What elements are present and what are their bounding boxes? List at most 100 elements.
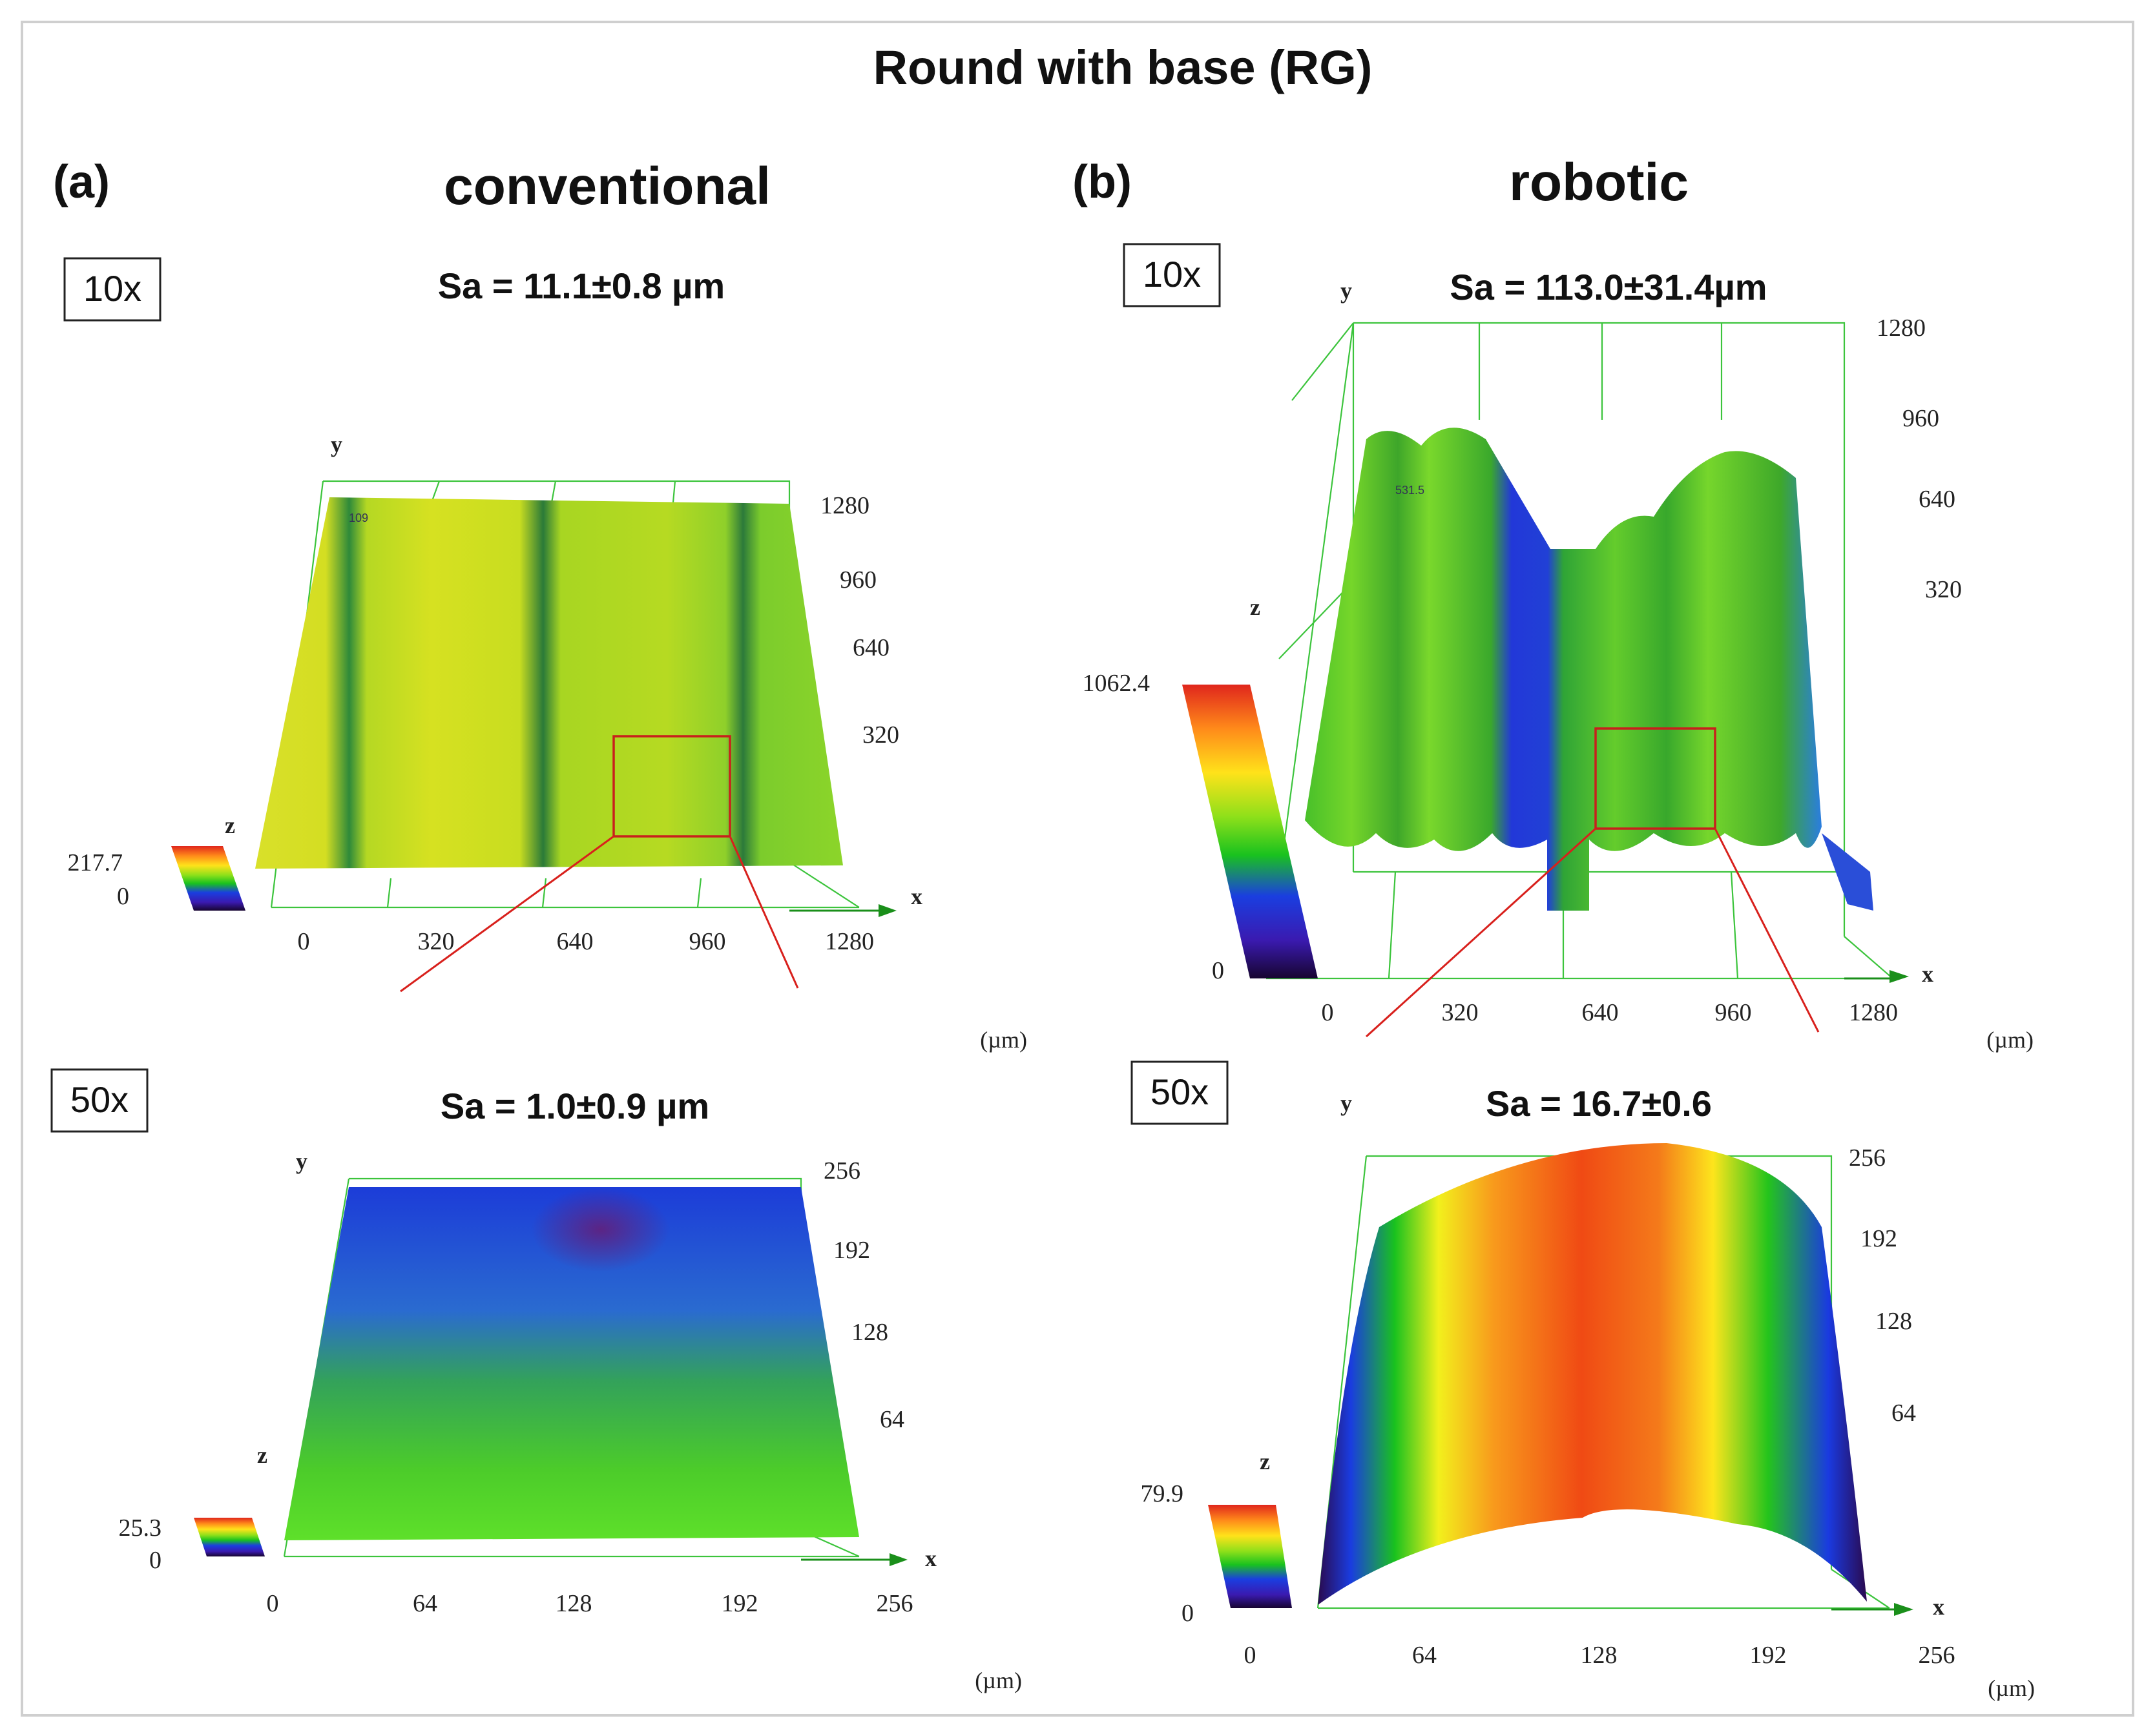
magnification-label: 50x <box>1150 1071 1209 1112</box>
z-min-label: 0 <box>149 1547 161 1574</box>
figure-title: Round with base (RG) <box>873 41 1373 94</box>
x-tick: 256 <box>877 1590 913 1617</box>
y-tick: 640 <box>1919 486 1955 513</box>
magnification-label: 10x <box>83 268 141 309</box>
z-min-label: 0 <box>117 883 129 910</box>
sa-value: Sa = 11.1±0.8 µm <box>438 265 725 306</box>
z-min-label: 0 <box>1212 957 1224 984</box>
sa-value: Sa = 113.0±31.4µm <box>1450 267 1767 307</box>
y-tick: 192 <box>833 1237 870 1264</box>
y-tick: 960 <box>840 566 877 594</box>
magnification-label: 50x <box>70 1079 129 1120</box>
z-min-label: 0 <box>1182 1600 1194 1627</box>
x-axis-label: x <box>911 884 922 909</box>
y-tick: 640 <box>853 634 890 661</box>
panel-b: (b) robotic 10x Sa = 113.0±31.4µm <box>1072 153 2035 1701</box>
x-tick: 320 <box>1442 999 1479 1026</box>
x-tick: 0 <box>267 1590 279 1617</box>
zoom-line-left <box>1365 827 1597 1038</box>
x-tick: 0 <box>298 928 310 955</box>
y-tick: 128 <box>851 1319 888 1346</box>
magnification-box <box>50 1068 149 1133</box>
y-axis-label: y <box>331 431 342 457</box>
unit-label: (µm) <box>1986 1027 2034 1053</box>
unit-label: (µm) <box>975 1668 1022 1693</box>
panel-a: (a) conventional 10x Sa = 11.1±0.8 µm <box>50 156 1027 1693</box>
x-axis-label: x <box>1933 1594 1944 1620</box>
z-max-label: 1062.4 <box>1083 670 1150 697</box>
x-tick: 64 <box>1412 1642 1437 1669</box>
x-tick: 0 <box>1322 999 1334 1026</box>
corner-value: 109 <box>349 512 368 524</box>
unit-label: (µm) <box>1988 1675 2035 1701</box>
unit-label: (µm) <box>980 1027 1027 1053</box>
panel-label-a: (a) <box>53 156 110 208</box>
rob-50x-view: 50x Sa = 16.7±0.6 x y z 0 64 128 192 256… <box>1130 1060 2035 1701</box>
y-tick: 320 <box>862 721 899 749</box>
x-tick: 192 <box>722 1590 758 1617</box>
magnification-box <box>63 257 161 322</box>
y-tick: 128 <box>1875 1308 1912 1335</box>
x-axis-label: x <box>925 1545 937 1571</box>
x-arrowhead <box>879 904 897 917</box>
zoom-line-left <box>400 835 614 993</box>
z-axis-label: z <box>257 1442 267 1468</box>
surface-height-map <box>1318 1143 1867 1605</box>
y-tick: 256 <box>1849 1144 1886 1172</box>
x-tick: 640 <box>1582 999 1619 1026</box>
x-tick: 128 <box>556 1590 592 1617</box>
x-axis-label: x <box>1922 961 1933 987</box>
colorbar <box>1182 685 1318 978</box>
figure-frame <box>21 21 2134 1717</box>
z-axis-label: z <box>1260 1449 1270 1474</box>
roi-box <box>1594 727 1716 830</box>
panel-label-b: (b) <box>1072 156 1132 208</box>
x-tick: 1280 <box>1849 999 1898 1026</box>
y-tick: 960 <box>1902 405 1939 432</box>
surface-height-map <box>255 497 843 869</box>
surface-depression <box>284 1187 859 1540</box>
surface-edge-trench <box>1822 833 1873 911</box>
y-tick: 64 <box>1891 1400 1916 1427</box>
z-axis-label: z <box>1250 594 1260 620</box>
magnification-box <box>1123 243 1221 307</box>
y-tick: 256 <box>824 1157 860 1184</box>
colorbar <box>171 846 245 911</box>
y-tick: 1280 <box>820 492 869 519</box>
y-tick: 320 <box>1925 576 1962 603</box>
x-tick: 128 <box>1581 1642 1618 1669</box>
x-tick: 256 <box>1919 1642 1955 1669</box>
x-tick: 64 <box>413 1590 437 1617</box>
x-tick: 640 <box>557 928 594 955</box>
z-max-label: 79.9 <box>1141 1480 1184 1507</box>
y-tick: 64 <box>880 1406 904 1433</box>
y-axis-label: y <box>1340 278 1352 304</box>
y-tick: 1280 <box>1877 315 1926 342</box>
roi-box <box>612 735 731 838</box>
x-arrowhead <box>1890 970 1909 983</box>
x-tick: 960 <box>1715 999 1752 1026</box>
z-max-label: 217.7 <box>68 849 123 876</box>
panel-heading-conventional: conventional <box>444 157 771 216</box>
zoom-line-right <box>729 836 799 989</box>
magnification-box <box>1130 1060 1229 1125</box>
y-axis-label: y <box>1340 1090 1352 1116</box>
sa-value: Sa = 16.7±0.6 <box>1486 1083 1712 1124</box>
sa-value: Sa = 1.0±0.9 µm <box>441 1086 709 1126</box>
panel-heading-robotic: robotic <box>1509 153 1689 212</box>
x-tick: 192 <box>1750 1642 1787 1669</box>
zoom-line-right <box>1714 828 1820 1033</box>
colorbar <box>1208 1505 1292 1608</box>
x-tick: 0 <box>1244 1642 1256 1669</box>
colorbar <box>194 1518 265 1556</box>
y-axis-label: y <box>296 1148 307 1174</box>
z-max-label: 25.3 <box>119 1514 162 1542</box>
z-axis-label: z <box>225 812 235 838</box>
surface-height-map <box>1305 428 1822 911</box>
x-arrowhead <box>890 1553 908 1566</box>
magnification-label: 10x <box>1143 254 1201 294</box>
x-tick: 1280 <box>825 928 874 955</box>
x-tick: 320 <box>418 928 455 955</box>
x-arrowhead <box>1894 1603 1913 1616</box>
